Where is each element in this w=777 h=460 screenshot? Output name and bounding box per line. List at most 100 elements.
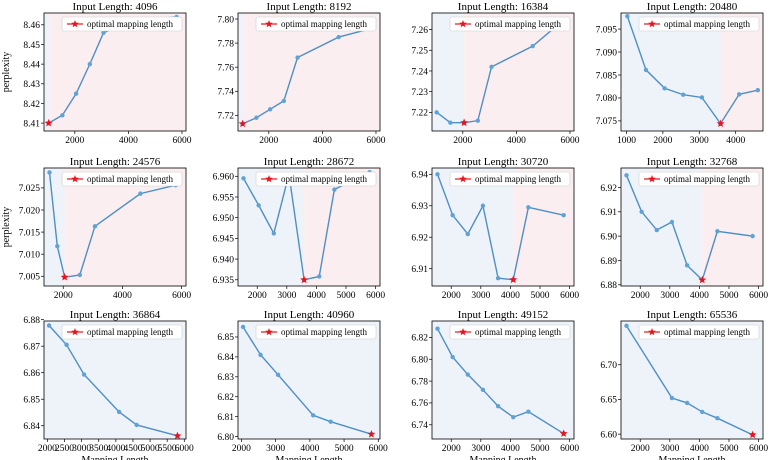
legend-box: [255, 171, 377, 187]
legend-box: [61, 16, 183, 32]
series-line: [48, 325, 178, 437]
data-point: [134, 422, 139, 428]
y-tick-label: 6.87: [23, 342, 40, 352]
data-point: [625, 14, 630, 19]
x-tick-label: 5000: [530, 444, 549, 454]
x-tick-label: 3000: [660, 444, 679, 454]
plot-frame: [43, 167, 187, 287]
data-point: [332, 187, 337, 192]
x-tick-label: 3000: [471, 291, 490, 301]
legend-star-icon: [648, 20, 656, 28]
y-tick-label: 8.44: [23, 60, 40, 70]
subplot-4: Input Length: 20480 1000 2000 3000 4000 7.075…: [596, 1, 764, 146]
x-tick-label: 3000: [72, 444, 91, 454]
subplot-3: Input Length: 16384 2000 4000 6000 7.22 7.23 7…: [411, 1, 579, 146]
data-point: [736, 92, 742, 97]
optimal-star-marker: [460, 118, 469, 127]
data-point: [750, 233, 755, 239]
y-tick-label: 6.92: [600, 184, 617, 194]
x-tick-label: 6000: [172, 291, 191, 301]
y-tick-label: 6.83: [217, 373, 234, 383]
subplot-8: Input Length: 32768 2000 3000 4000 5000 6000 6…: [600, 156, 768, 301]
subplot-title: Input Length: 65536: [647, 309, 738, 321]
plot-frame: [237, 12, 381, 132]
x-tick-label: 2000: [38, 444, 57, 454]
plot-frame: [431, 12, 575, 132]
x-axis-label: Mapping Length: [276, 455, 343, 460]
y-axis-label: perplexity: [1, 207, 12, 248]
y-tick-label: 7.26: [411, 26, 428, 36]
legend-label: optimal mapping length: [281, 174, 367, 184]
data-point: [755, 87, 761, 93]
y-tick-label: 8.41: [23, 119, 40, 129]
x-tick-label: 4000: [501, 444, 520, 454]
legend-label: optimal mapping length: [87, 19, 173, 29]
data-point: [281, 98, 287, 104]
right-region: [702, 168, 763, 286]
x-tick-label: 4000: [690, 291, 709, 301]
y-tick-label: 7.015: [19, 228, 41, 238]
subplot-1: Input Length: 4096 2000 4000 6000 8.41 8.42 8.…: [1, 1, 192, 146]
x-tick-label: 6000: [366, 136, 385, 146]
x-tick-label: 6000: [172, 136, 191, 146]
data-point: [47, 170, 52, 175]
plot-frame: [43, 320, 187, 440]
y-tick-label: 6.93: [411, 202, 428, 212]
x-tick-label: 6000: [369, 444, 388, 454]
plot-frame: [43, 12, 187, 132]
y-tick-label: 7.22: [411, 109, 428, 119]
x-tick-label: 5000: [335, 444, 354, 454]
y-tick-label: 7.025: [19, 184, 41, 194]
left-region: [621, 321, 763, 439]
x-tick-label: 5000: [530, 291, 549, 301]
data-point: [434, 110, 439, 115]
left-region: [432, 168, 514, 286]
x-tick-label: 2000: [442, 444, 461, 454]
optimal-star-marker: [509, 275, 518, 284]
data-point: [295, 55, 300, 60]
legend-box: [61, 171, 183, 187]
legend-star-icon: [648, 175, 656, 183]
data-point: [639, 209, 644, 214]
y-axis-label: perplexity: [1, 52, 12, 93]
x-tick-label: 6000: [560, 444, 579, 454]
x-tick-label: 4000: [313, 136, 332, 146]
legend-box: [638, 171, 760, 187]
subplot-9: Input Length: 36864 200025003000350040004…: [23, 309, 194, 460]
legend-box: [449, 171, 571, 187]
left-region: [621, 13, 721, 131]
y-tick-label: 6.82: [217, 393, 234, 403]
data-point: [275, 372, 281, 378]
optimal-star-marker: [698, 275, 707, 284]
subplot-title: Input Length: 28672: [264, 156, 354, 168]
optimal-star-marker: [559, 429, 568, 437]
y-tick-label: 6.91: [411, 265, 428, 275]
data-point: [81, 372, 87, 377]
y-tick-label: 7.76: [217, 63, 234, 73]
y-tick-label: 6.74: [411, 421, 428, 431]
legend-star-icon: [459, 20, 467, 28]
x-tick-label: 4000: [307, 291, 326, 301]
x-tick-label: 3500: [89, 444, 108, 454]
x-tick-label: 4000: [300, 444, 319, 454]
x-tick-label: 3000: [266, 444, 285, 454]
x-tick-label: 1000: [617, 136, 636, 146]
data-point: [92, 224, 98, 229]
data-point: [699, 95, 705, 100]
y-tick-label: 7.80: [217, 15, 234, 25]
data-point: [267, 107, 273, 112]
plot-frame: [620, 12, 764, 132]
left-region: [432, 321, 574, 439]
y-tick-label: 7.020: [19, 206, 41, 216]
legend-label: optimal mapping length: [475, 19, 561, 29]
x-tick-label: 3000: [690, 136, 709, 146]
legend-box: [449, 16, 571, 32]
legend-box: [638, 324, 760, 340]
y-tick-label: 6.935: [213, 276, 235, 286]
right-region: [513, 168, 574, 286]
series-line: [436, 328, 565, 435]
data-point: [624, 323, 629, 329]
y-tick-label: 7.090: [596, 48, 618, 58]
optimal-star-marker: [300, 275, 309, 284]
